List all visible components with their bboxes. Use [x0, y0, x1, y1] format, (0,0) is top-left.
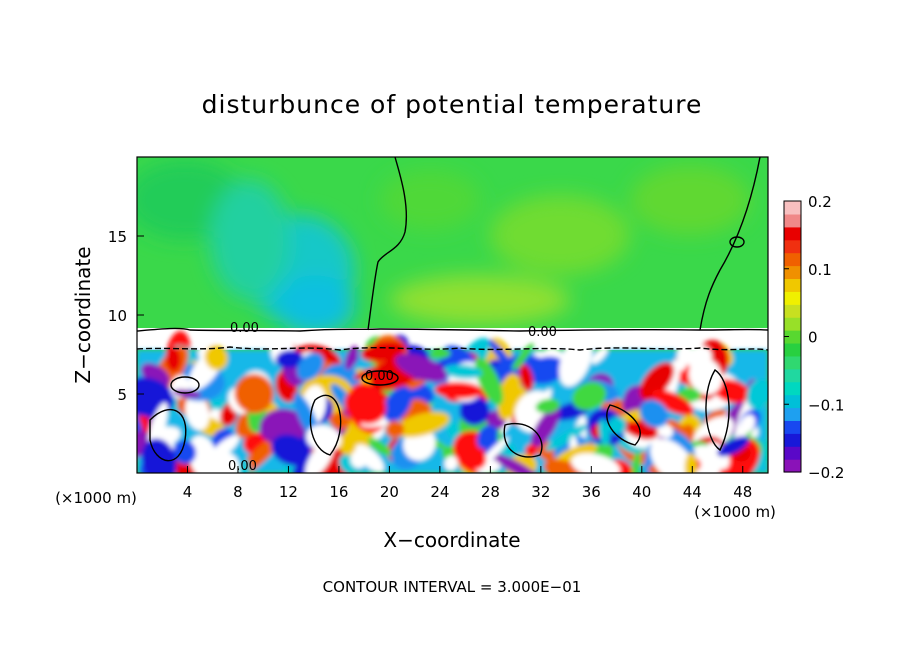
x-tick-label: 48: [733, 483, 752, 501]
potential-temperature-figure: disturbunce of potential temperature: [0, 0, 904, 654]
chart-title: disturbunce of potential temperature: [202, 90, 703, 119]
colorbar-swatch: [784, 459, 801, 473]
colorbar-swatch: [784, 343, 801, 357]
x-unit-label: (×1000 m): [694, 503, 776, 521]
y-axis-label: Z−coordinate: [71, 246, 95, 383]
colorbar-swatch: [784, 420, 801, 434]
colorbar-tick-label: −0.1: [808, 396, 844, 414]
x-tick-label: 32: [531, 483, 550, 501]
colorbar: 0.2 0.1 0 −0.1 −0.2: [784, 193, 844, 482]
colorbar-swatch: [784, 369, 801, 383]
x-tick-label: 36: [582, 483, 601, 501]
contour-interval-label: CONTOUR INTERVAL = 3.000E−01: [323, 578, 582, 596]
colorbar-swatch: [784, 395, 801, 409]
y-tick-label: 15: [108, 228, 127, 246]
x-tick-label: 28: [481, 483, 500, 501]
colorbar-swatch: [784, 317, 801, 331]
z-unit-label: (×1000 m): [55, 489, 137, 507]
colorbar-tick-label: −0.2: [808, 464, 844, 482]
colorbar-swatch: [784, 266, 801, 280]
y-tick-label: 5: [117, 386, 127, 404]
colorbar-swatch: [784, 291, 801, 305]
x-tick-label: 12: [279, 483, 298, 501]
x-axis-label: X−coordinate: [383, 528, 520, 552]
x-tick-label: 8: [233, 483, 243, 501]
contour-label: 0.00: [528, 325, 557, 340]
colorbar-swatch: [784, 433, 801, 447]
contour-label: 0.00: [365, 369, 394, 384]
colorbar-swatch: [784, 356, 801, 370]
colorbar-tick-label: 0: [808, 329, 818, 347]
colorbar-swatch: [784, 278, 801, 292]
x-tick-label: 4: [183, 483, 193, 501]
x-tick-label: 40: [632, 483, 651, 501]
colorbar-swatch: [784, 304, 801, 318]
colorbar-swatch: [784, 382, 801, 396]
colorbar-swatch: [784, 240, 801, 254]
contour-label: 0.00: [228, 459, 257, 474]
x-tick-label: 44: [683, 483, 702, 501]
contour-label: 0.00: [230, 321, 259, 336]
colorbar-swatch: [784, 214, 801, 228]
colorbar-swatch: [784, 227, 801, 241]
x-tick-label: 24: [430, 483, 449, 501]
colorbar-tick-label: 0.1: [808, 261, 832, 279]
y-tick-label: 10: [108, 307, 127, 325]
colorbar-swatch: [784, 201, 801, 215]
x-tick-label: 16: [329, 483, 348, 501]
x-tick-label: 20: [380, 483, 399, 501]
colorbar-swatch: [784, 253, 801, 267]
colorbar-swatch: [784, 407, 801, 421]
heatmap-field: [110, 157, 775, 498]
colorbar-swatch: [784, 446, 801, 460]
colorbar-tick-label: 0.2: [808, 193, 832, 211]
